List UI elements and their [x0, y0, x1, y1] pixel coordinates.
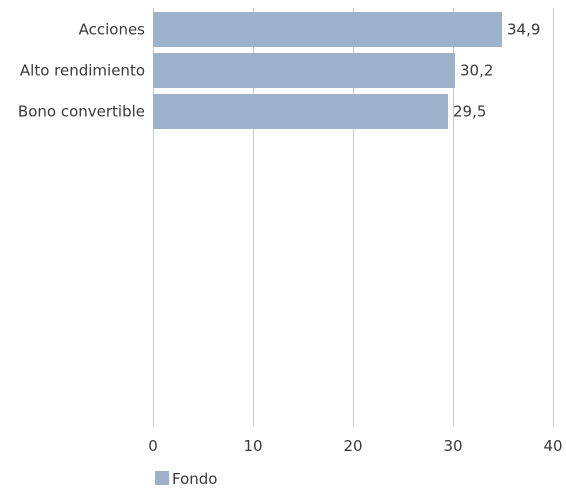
category-label: Bono convertible	[18, 103, 145, 121]
value-label: 29,5	[453, 103, 486, 121]
category-label: Alto rendimiento	[20, 62, 145, 80]
x-tick-label-20: 20	[343, 437, 362, 455]
legend: Fondo	[155, 470, 217, 488]
legend-swatch-fondo	[155, 471, 169, 485]
x-tick-label-40: 40	[543, 437, 562, 455]
value-label: 30,2	[460, 62, 493, 80]
legend-label-fondo: Fondo	[172, 470, 217, 488]
x-tick-label-0: 0	[148, 437, 158, 455]
bar-alto-rendimiento	[153, 53, 455, 88]
value-labels: 34,9 30,2 29,5	[453, 21, 540, 121]
bar-acciones	[153, 12, 502, 47]
bar-bono-convertible	[153, 94, 448, 129]
x-axis-tick-labels: 0 10 20 30 40	[148, 437, 562, 455]
x-tick-label-10: 10	[243, 437, 262, 455]
category-label: Acciones	[79, 21, 146, 39]
value-label: 34,9	[507, 21, 540, 39]
category-labels: Acciones Alto rendimiento Bono convertible	[18, 21, 145, 121]
x-tick-label-30: 30	[443, 437, 462, 455]
bars	[153, 12, 502, 129]
